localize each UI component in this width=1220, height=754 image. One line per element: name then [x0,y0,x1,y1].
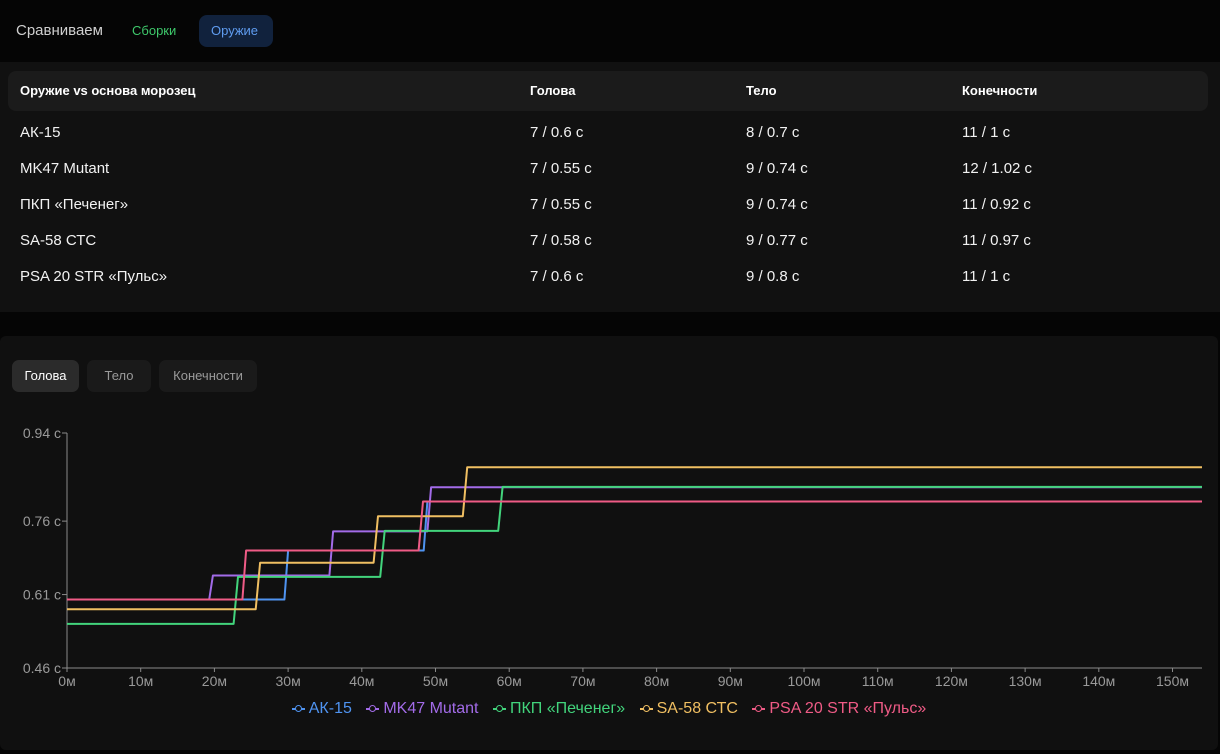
body-value: 9 / 0.77 с [746,232,808,249]
column-header-limbs[interactable]: Конечности [962,83,1038,98]
y-tick-label: 0.46 с [23,660,61,676]
series-line-1 [67,486,1202,601]
chart-legend: АК-15 MK47 Mutant ПКП «Печенег» SA-58 СТ… [0,700,1218,718]
table-row: MK47 Mutant 7 / 0.55 с 9 / 0.74 с 12 / 1… [0,152,1220,188]
column-header-body[interactable]: Тело [746,83,777,98]
column-header-weapon[interactable]: Оружие vs основа морозец [20,83,196,98]
weapon-name: ПКП «Печенег» [20,196,129,213]
x-tick-label: 30м [276,673,301,689]
comparison-table: Оружие vs основа морозец Голова Тело Кон… [0,62,1220,312]
limbs-value: 11 / 0.97 с [962,232,1031,249]
x-tick-label: 150м [1156,673,1189,689]
body-value: 9 / 0.74 с [746,160,808,177]
legend-marker-icon [492,704,506,714]
weapon-name: SA-58 СТС [20,232,97,249]
x-tick-label: 90м [718,673,743,689]
legend-item-pkp[interactable]: ПКП «Печенег» [492,700,626,718]
limbs-value: 11 / 1 с [962,268,1011,285]
y-tick-label: 0.94 с [23,425,61,441]
table-header: Оружие vs основа морозец Голова Тело Кон… [8,71,1208,111]
legend-marker-icon [639,704,653,714]
limbs-value: 11 / 1 с [962,124,1011,141]
chart-panel: Голова Тело Конечности 0.46 с 0.61 с 0.76 … [0,336,1218,750]
x-tick-label: 60м [497,673,522,689]
time-to-kill-chart: 0.46 с 0.61 с 0.76 с 0.94 с 0м 10м 20м 30м 40м 50… [23,425,1202,689]
x-tick-label: 40м [349,673,374,689]
page-title: Сравниваем [16,22,103,39]
x-tick-label: 0м [58,673,75,689]
x-tick-label: 100м [788,673,821,689]
table-row: АК-15 7 / 0.6 с 8 / 0.7 с 11 / 1 с [0,116,1220,152]
weapon-name: АК-15 [20,124,61,141]
head-value: 7 / 0.6 с [530,268,584,285]
column-header-head[interactable]: Голова [530,83,576,98]
x-tick-label: 20м [202,673,227,689]
legend-label: PSA 20 STR «Пульс» [769,700,927,717]
table-row: ПКП «Печенег» 7 / 0.55 с 9 / 0.74 с 11 /… [0,188,1220,224]
legend-marker-icon [752,704,766,714]
table-row: SA-58 СТС 7 / 0.58 с 9 / 0.77 с 11 / 0.9… [0,224,1220,260]
body-value: 9 / 0.74 с [746,196,808,213]
weapon-name: MK47 Mutant [20,160,110,177]
body-value: 9 / 0.8 с [746,268,800,285]
x-tick-label: 110м [862,673,894,689]
legend-label: MK47 Mutant [383,700,479,717]
limbs-value: 11 / 0.92 с [962,196,1031,213]
x-tick-label: 10м [128,673,153,689]
x-tick-label: 80м [644,673,669,689]
x-tick-label: 50м [423,673,448,689]
head-value: 7 / 0.55 с [530,196,592,213]
top-bar: Сравниваем Сборки Оружие [0,0,1220,62]
limbs-value: 12 / 1.02 с [962,160,1033,177]
series-line-4 [67,500,1202,601]
head-value: 7 / 0.58 с [530,232,592,249]
tab-builds[interactable]: Сборки [132,23,177,38]
body-value: 8 / 0.7 с [746,124,800,141]
tab-weapons[interactable]: Оружие [199,15,273,47]
y-tick-label: 0.61 с [23,587,61,603]
head-value: 7 / 0.6 с [530,124,584,141]
legend-label: ПКП «Печенег» [509,700,626,717]
legend-label: SA-58 СТС [656,700,738,717]
series-line-3 [67,466,1202,611]
legend-marker-icon [366,704,380,714]
chart-tab-limbs[interactable]: Конечности [159,360,257,392]
chart-tab-body[interactable]: Тело [87,360,151,392]
legend-item-ak15[interactable]: АК-15 [291,700,352,718]
x-tick-label: 130м [1009,673,1042,689]
table-row: PSA 20 STR «Пульс» 7 / 0.6 с 9 / 0.8 с 1… [0,260,1220,296]
legend-item-sa58[interactable]: SA-58 СТС [639,700,738,718]
series-line-2 [67,485,1202,625]
head-value: 7 / 0.55 с [530,160,592,177]
legend-item-mk47[interactable]: MK47 Mutant [366,700,478,718]
x-tick-label: 70м [570,673,595,689]
legend-label: АК-15 [308,700,352,717]
legend-marker-icon [291,704,305,714]
x-tick-label: 140м [1082,673,1115,689]
legend-item-psa20[interactable]: PSA 20 STR «Пульс» [752,700,926,718]
y-tick-label: 0.76 с [23,513,61,529]
weapon-name: PSA 20 STR «Пульс» [20,268,168,285]
x-tick-label: 120м [935,673,968,689]
chart-tab-head[interactable]: Голова [12,360,79,392]
